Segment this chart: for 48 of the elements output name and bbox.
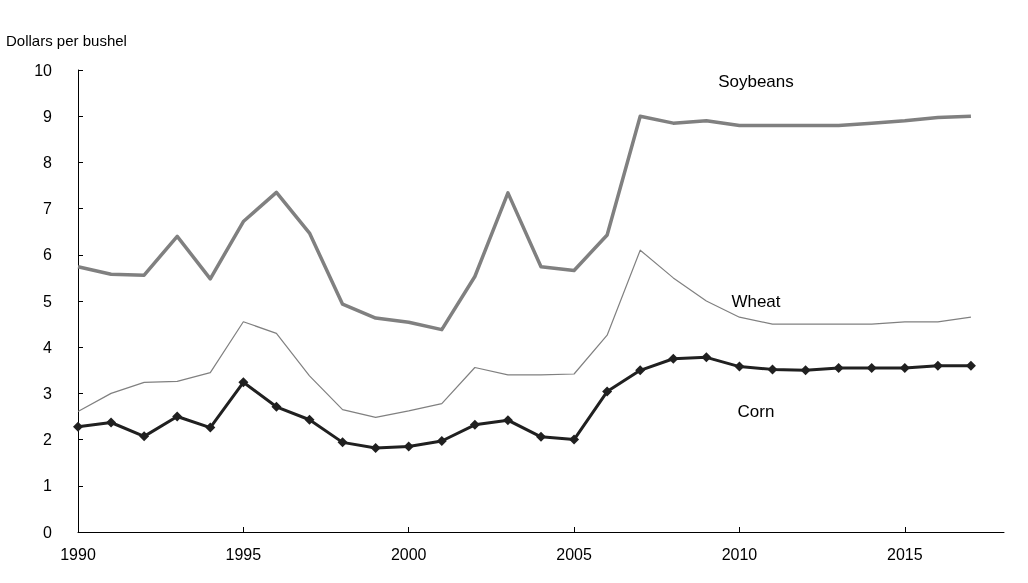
line-series [76, 114, 973, 332]
x-tick-label: 2015 [886, 545, 923, 563]
point [932, 360, 943, 371]
point [238, 377, 249, 388]
point [800, 365, 811, 376]
x-tick-label: 1995 [225, 545, 262, 563]
point [139, 431, 150, 442]
point [73, 421, 83, 432]
point [602, 386, 613, 397]
x-tick-label: 2010 [721, 545, 758, 563]
y-tick-label: 4 [43, 338, 53, 356]
series-label: Soybeans [718, 72, 794, 92]
point [734, 361, 745, 372]
point [469, 419, 480, 430]
y-tick-label: 7 [43, 200, 53, 218]
x-tick-label: 2000 [390, 545, 427, 563]
point [866, 362, 877, 373]
point [833, 362, 844, 373]
point [635, 365, 646, 376]
y-tick-label: 5 [43, 292, 53, 310]
point [502, 415, 513, 426]
point [403, 441, 414, 452]
y-tick-label: 1 [43, 477, 53, 495]
point [304, 414, 315, 425]
y-tick-label: 10 [34, 61, 53, 79]
point [205, 422, 216, 433]
series-label: Corn [737, 402, 775, 422]
point [172, 411, 183, 422]
point [436, 435, 447, 446]
y-axis-title: Dollars per bushel [6, 32, 127, 49]
y-tick-label: 3 [43, 384, 53, 402]
line-series [77, 249, 972, 419]
series-label: Wheat [731, 291, 781, 311]
y-tick-label: 8 [43, 153, 53, 171]
y-tick-label: 9 [43, 107, 53, 125]
y-tick-label: 6 [43, 246, 53, 264]
point [337, 437, 348, 448]
x-tick-label: 2005 [556, 545, 592, 563]
point [767, 364, 778, 375]
point [106, 417, 117, 428]
y-tick-label: 0 [43, 523, 53, 541]
point [701, 352, 712, 363]
point [569, 434, 580, 445]
point [370, 442, 381, 453]
y-tick-label: 2 [43, 431, 53, 449]
x-tick-label: 1990 [60, 545, 96, 563]
point [271, 401, 282, 412]
point [536, 431, 546, 442]
